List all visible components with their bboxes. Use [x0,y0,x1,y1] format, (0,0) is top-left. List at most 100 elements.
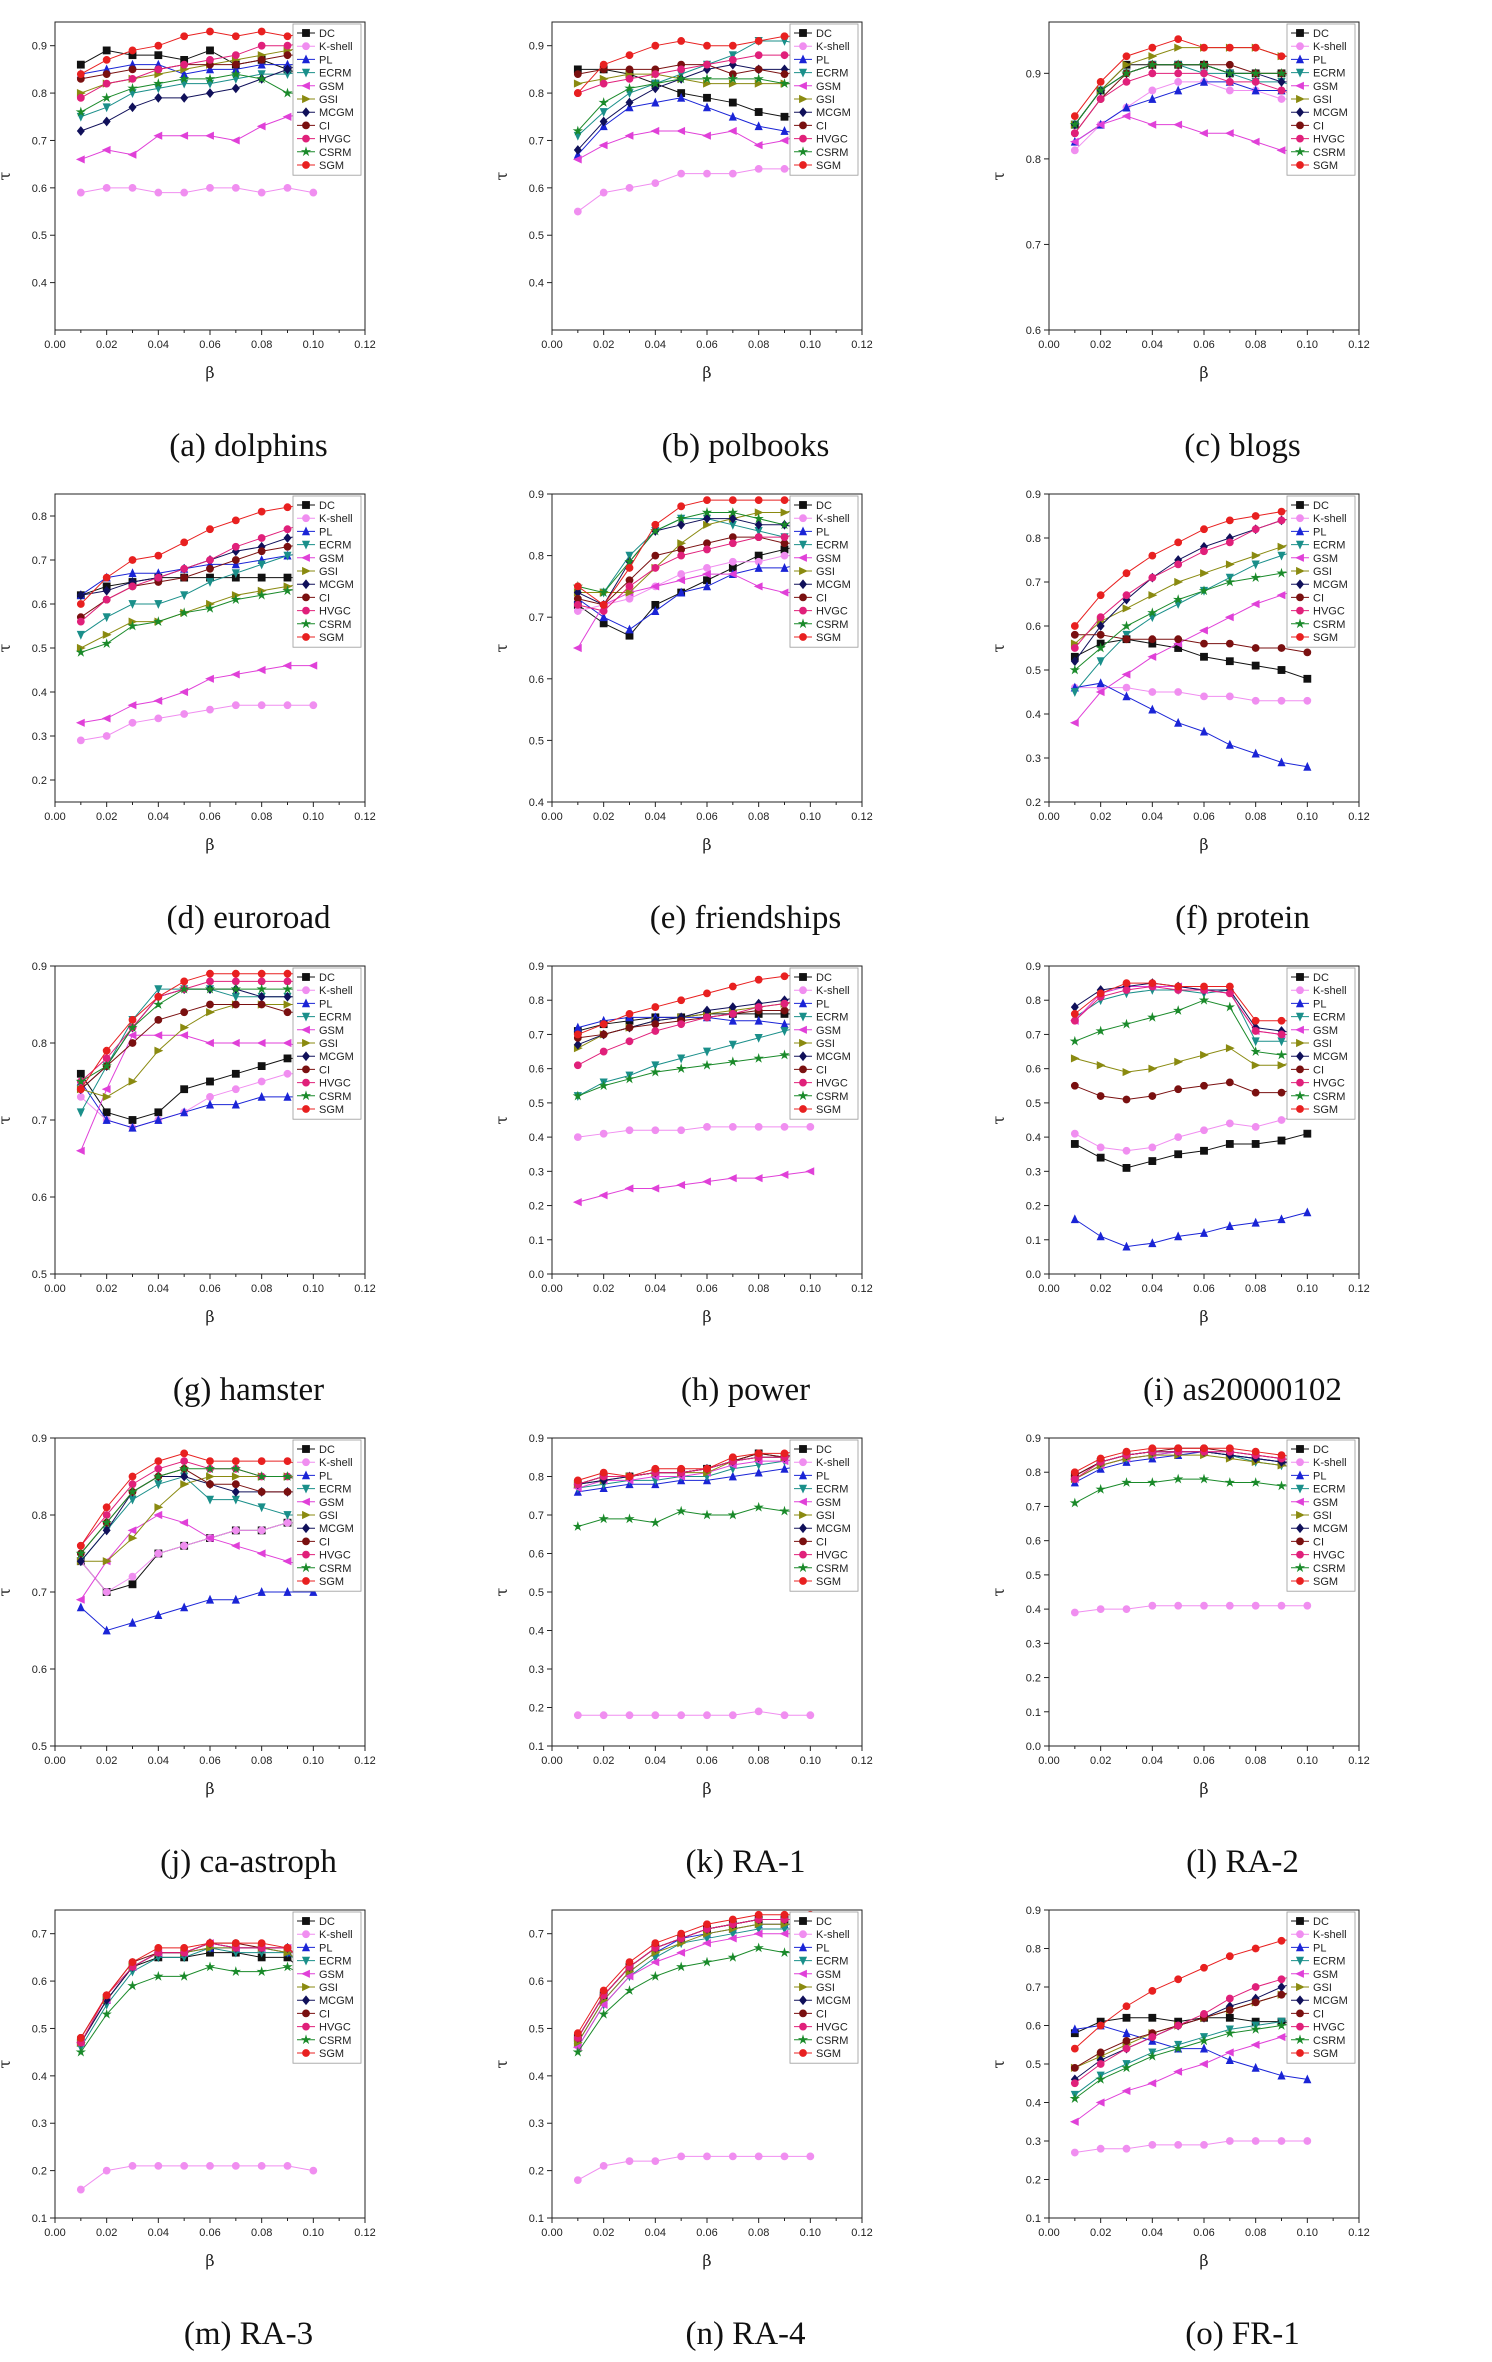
data-point [676,1961,687,1972]
data-point [599,1047,608,1056]
data-point [728,111,737,121]
data-point [1174,2140,1183,2149]
chart-panel-g: 0.00 0.02 0.04 0.06 0.08 0.10 0.12 0.5 0.6 0.7 0.8… [0,944,497,1416]
data-point [257,534,266,542]
series-PL [76,1587,318,1635]
series-line [1074,1047,1308,1073]
data-point [128,1116,137,1124]
series-line [1074,1478,1308,1504]
data-point [76,1108,85,1118]
x-tick-label: 0.00 [541,811,562,823]
data-point [128,1077,138,1086]
legend-marker [799,107,807,118]
series-CSRM [75,1961,319,2057]
legend-label: GSM [319,1497,344,1509]
data-point [779,1929,789,1938]
panel-caption: (e) friendships [649,900,842,936]
data-point [1225,739,1234,749]
data-point [309,701,318,710]
series-K-shell [1070,1601,1312,1617]
legend-marker [1296,1445,1304,1453]
data-point [128,183,137,192]
data-point [1147,652,1157,661]
data-point [1069,1497,1080,1508]
y-tick-label: 0.1 [529,1235,544,1247]
data-point [180,32,189,41]
legend-label: K-shell [319,1457,353,1469]
data-point [779,588,789,597]
data-point [1121,620,1132,631]
chart-panel-a: 0.00 0.02 0.04 0.06 0.08 0.10 0.12 0.4 0.5 0.6 0.7… [0,0,497,472]
legend-label: PL [816,1942,829,1954]
data-point [572,155,582,164]
series-line [577,542,811,637]
series-line [577,1914,811,2034]
legend-marker [799,1510,808,1520]
data-point [727,570,737,579]
data-point [1070,1010,1079,1018]
legend-marker [798,998,808,1008]
data-point [573,1476,582,1485]
data-point [128,89,137,98]
y-tick-label: 0.3 [529,1664,544,1676]
legend-label: MCGM [319,107,354,119]
data-point [153,1970,164,1981]
legend-marker [799,1445,807,1453]
x-tick-label: 0.10 [1297,811,1318,823]
data-point [1251,1140,1260,1148]
data-point [206,564,214,573]
y-axis-label: τ [497,1115,511,1124]
series-line [577,35,811,94]
legend-marker [799,94,808,104]
data-point [283,542,292,551]
series-line [577,1170,811,1203]
legend-label: CSRM [1313,619,1345,631]
legend-label: GSI [816,566,835,578]
data-point [1224,2048,1234,2057]
chart-panel-e: 0.00 0.02 0.04 0.06 0.08 0.10 0.12 0.4 0.5 0.6 0.7… [497,472,994,944]
data-point [1277,52,1286,61]
y-tick-label: 0.9 [1026,489,1041,501]
series-K-shell [573,164,815,216]
data-point [779,1170,789,1179]
data-point [128,65,137,74]
legend-label: CI [816,2008,827,2020]
data-point [1276,2020,1287,2030]
data-point [1251,1016,1260,1025]
legend-label: GSM [816,1025,841,1037]
legend-label: GSI [1313,1510,1332,1522]
data-point [257,1000,266,1009]
legend-marker [1296,579,1304,590]
legend-label: CI [1313,120,1324,132]
data-point [1148,2140,1157,2149]
series-line [1074,999,1308,1056]
data-point [1148,1238,1157,1248]
data-point [727,1509,738,1520]
data-point [257,1062,266,1070]
series-GSI [1070,533,1313,648]
data-point [676,1948,686,1957]
data-point [1251,1122,1260,1131]
data-point [154,2161,163,2170]
data-point [102,183,111,192]
series-GSM [75,661,318,727]
legend-marker [798,1484,808,1494]
data-point [180,1449,189,1458]
data-point [754,1015,763,1025]
data-point [231,1457,240,1465]
data-point [1095,2098,1105,2107]
series-line [1074,1447,1308,1473]
legend-marker [1295,68,1305,78]
data-point [1148,94,1157,103]
series-ECRM [573,37,815,141]
data-point [1070,1054,1080,1063]
data-point [1070,1140,1079,1148]
series-line [1074,2024,1308,2080]
series-line [577,130,811,160]
data-point [180,92,189,103]
series-GSM [1069,582,1312,727]
series-line [577,1023,811,1097]
data-point [598,2000,608,2009]
data-point [283,1511,292,1520]
data-point [180,1602,189,1612]
